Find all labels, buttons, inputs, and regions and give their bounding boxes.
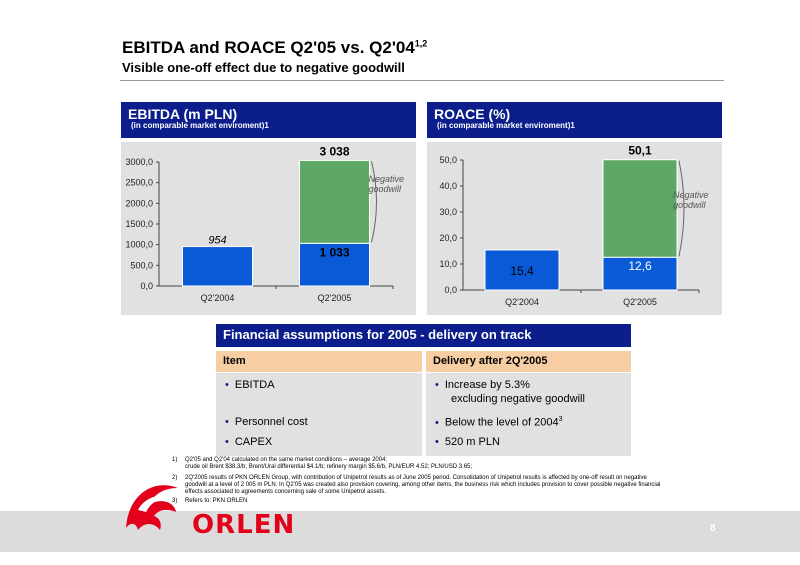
bar-goodwill: [602, 159, 678, 258]
delivery-column-header: Delivery after 2Q'2005: [426, 351, 631, 372]
x-tick-label: Q2'2004: [201, 293, 235, 303]
list-item: • Below the level of 20043: [435, 416, 563, 429]
page-title: EBITDA and ROACE Q2'05 vs. Q2'041,2: [122, 38, 428, 57]
goodwill-bracket: [371, 161, 377, 243]
list-item: • EBITDA: [225, 379, 275, 391]
ebitda-panel-subtitle: (in comparable market enviroment)1: [131, 121, 269, 130]
chart-svg: 0,0 500,0 1000,0 1500,0 2000,0 2500,0 3000,0 Q2…: [125, 144, 405, 303]
goodwill-bracket: [678, 160, 685, 257]
annotation-label: goodwill: [369, 184, 403, 194]
roace-panel-header: ROACE (%) (in comparable market envirome…: [427, 102, 722, 138]
bar-base: [484, 249, 560, 291]
total-label: 3 038: [319, 144, 349, 158]
y-tick-label: 3000,0: [125, 157, 153, 167]
item-column: • EBITDA • Personnel cost • CAPEX: [216, 373, 422, 456]
total-label: 50,1: [628, 144, 652, 158]
roace-panel-subtitle: (in comparable market enviroment)1: [437, 121, 575, 130]
footnotes: 1) Q2'05 and Q2'04 calculated on the same…: [172, 457, 661, 504]
y-tick-label: 500,0: [130, 260, 153, 270]
y-tick-label: 20,0: [439, 233, 457, 243]
list-item: • Personnel cost: [225, 416, 308, 428]
data-label: 15,4: [510, 264, 534, 278]
bar-goodwill: [299, 159, 370, 244]
page-subtitle: Visible one-off effect due to negative g…: [122, 60, 405, 75]
data-label: 12,6: [628, 259, 652, 273]
footer-strip: [0, 552, 800, 565]
chart-svg: 0,0 10,0 20,0 30,0 40,0 50,0 Q2'2004 15,4 Q2'200…: [439, 144, 709, 307]
y-tick-label: 30,0: [439, 207, 457, 217]
data-label: 954: [208, 235, 226, 247]
ebitda-panel-title: EBITDA (m PLN): [128, 106, 238, 122]
roace-chart: 0,0 10,0 20,0 30,0 40,0 50,0 Q2'2004 15,4 Q2'200…: [427, 142, 722, 315]
y-tick-label: 1000,0: [125, 240, 153, 250]
y-tick-label: 40,0: [439, 181, 457, 191]
ebitda-chart: 0,0 500,0 1000,0 1500,0 2000,0 2500,0 3000,0 Q2…: [121, 142, 416, 315]
y-tick-label: 10,0: [439, 259, 457, 269]
y-tick-label: 0,0: [444, 285, 457, 295]
x-tick-label: Q2'2005: [318, 293, 352, 303]
annotation-label: Negative: [673, 190, 709, 200]
list-item: • Increase by 5.3%: [435, 379, 530, 391]
y-tick-label: 2000,0: [125, 198, 153, 208]
roace-panel-title: ROACE (%): [434, 106, 511, 122]
delivery-column: • Increase by 5.3% excluding negative goo…: [426, 373, 631, 456]
y-tick-label: 2500,0: [125, 178, 153, 188]
list-item-continuation: excluding negative goodwill: [451, 393, 585, 405]
y-tick-label: 0,0: [140, 281, 153, 291]
orlen-logo: ORLEN: [192, 510, 296, 540]
list-item: • 520 m PLN: [435, 436, 500, 448]
bar-base: [182, 246, 253, 287]
x-tick-label: Q2'2005: [623, 297, 657, 307]
orlen-eagle-logo-icon: [126, 485, 178, 530]
ebitda-panel-header: EBITDA (m PLN) (in comparable market env…: [121, 102, 416, 138]
annotation-label: Negative: [369, 174, 405, 184]
item-column-header: Item: [216, 351, 422, 372]
y-tick-label: 1500,0: [125, 219, 153, 229]
list-item: • CAPEX: [225, 436, 273, 448]
annotation-label: goodwill: [673, 200, 707, 210]
page-number: 8: [710, 523, 716, 534]
financial-assumptions-header: Financial assumptions for 2005 - deliver…: [216, 324, 631, 347]
title-divider: [120, 80, 724, 81]
x-tick-label: Q2'2004: [505, 297, 539, 307]
data-label: 1 033: [319, 245, 349, 259]
y-tick-label: 50,0: [439, 155, 457, 165]
